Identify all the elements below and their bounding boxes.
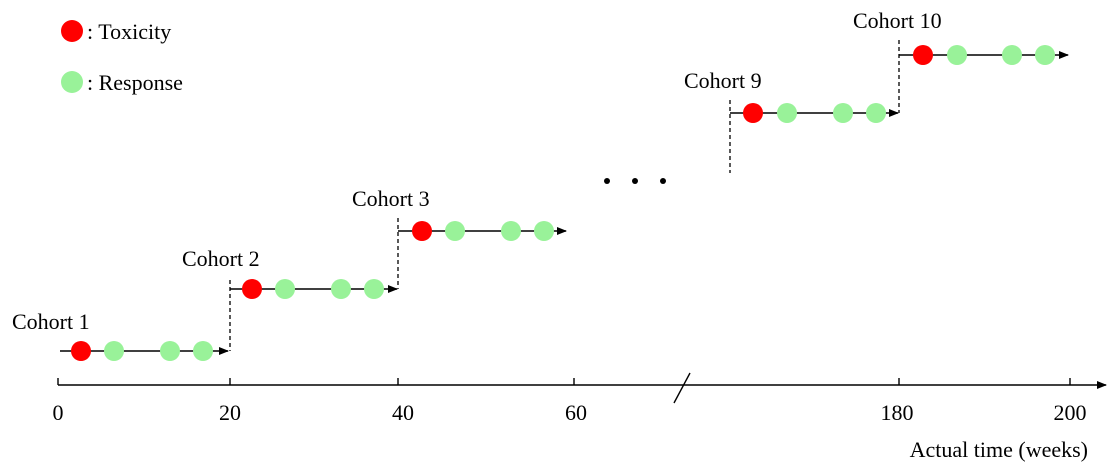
axis-tick-label: 20 [219,400,241,425]
time-axis: 0 20 40 60 180 200 Actual time (weeks) [53,372,1107,462]
cohort-1: Cohort 1 [12,309,229,361]
ellipsis-dot [632,178,638,184]
response-dot [947,45,967,65]
response-dot [1035,45,1055,65]
legend-toxicity-marker [61,20,83,42]
cohort-label: Cohort 2 [182,246,260,271]
axis-tick-label: 60 [565,400,587,425]
cohort-label: Cohort 3 [352,186,430,211]
cohort-label: Cohort 10 [853,8,942,33]
toxicity-dot [743,103,763,123]
axis-tick-label: 40 [392,400,414,425]
axis-title: Actual time (weeks) [910,437,1088,462]
response-dot [534,221,554,241]
legend: : Toxicity : Response [61,19,183,95]
cohort-label: Cohort 9 [684,68,762,93]
legend-response-marker [61,71,83,93]
cohort-label: Cohort 1 [12,309,90,334]
cohort-3: Cohort 3 [352,186,567,241]
cohort-10: Cohort 10 [853,8,1069,65]
response-dot [777,103,797,123]
response-dot [275,279,295,299]
response-dot [104,341,124,361]
axis-tick-label: 180 [881,400,914,425]
ellipsis: ... [604,178,666,184]
toxicity-dot [913,45,933,65]
response-dot [364,279,384,299]
response-dot [193,341,213,361]
legend-response-label: : Response [87,70,183,95]
legend-toxicity-label: : Toxicity [87,19,171,44]
ellipsis-dot [660,178,666,184]
ellipsis-dot [604,178,610,184]
response-dot [501,221,521,241]
response-dot [160,341,180,361]
axis-break-mark [673,372,691,404]
response-dot [833,103,853,123]
response-dot [866,103,886,123]
toxicity-dot [412,221,432,241]
response-dot [445,221,465,241]
response-dot [331,279,351,299]
toxicity-dot [71,341,91,361]
cohort-9: Cohort 9 [684,68,899,123]
toxicity-dot [242,279,262,299]
axis-tick-label: 0 [53,400,64,425]
cohort-2: Cohort 2 [182,246,398,299]
response-dot [1002,45,1022,65]
axis-tick-label: 200 [1054,400,1087,425]
